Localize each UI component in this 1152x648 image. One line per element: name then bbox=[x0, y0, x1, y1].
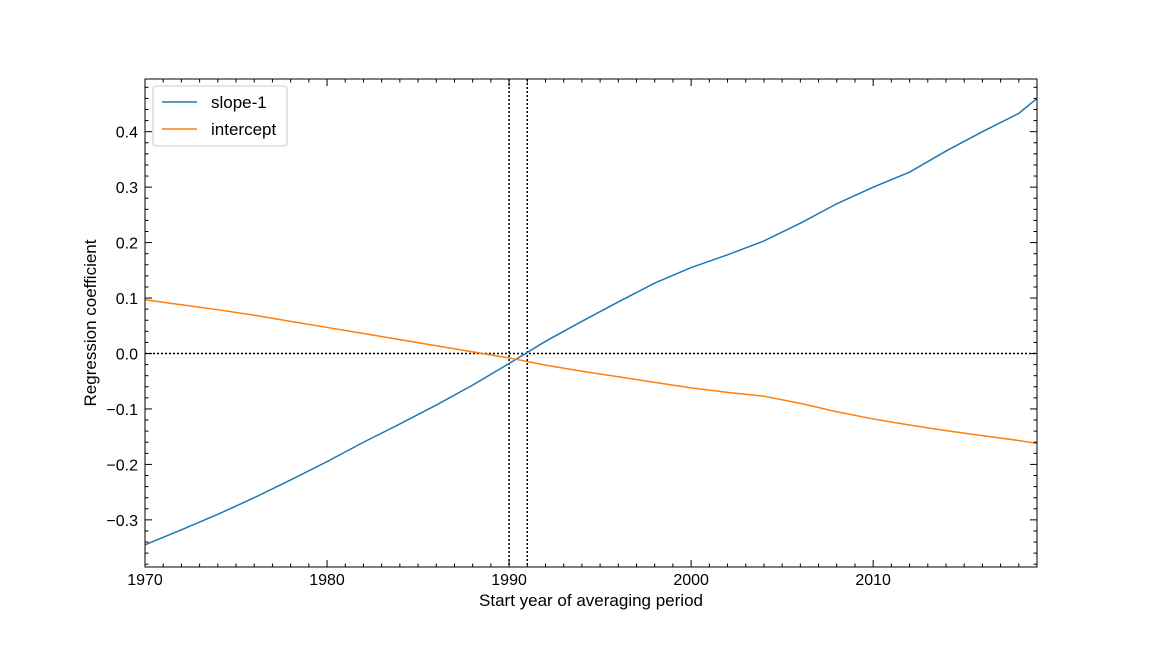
x-axis-label: Start year of averaging period bbox=[479, 591, 703, 610]
y-tick-label: 0.4 bbox=[116, 125, 138, 142]
y-tick-label: 0.0 bbox=[116, 347, 138, 364]
x-tick-label: 1980 bbox=[309, 572, 345, 589]
x-tick-label: 2010 bbox=[855, 572, 891, 589]
y-axis-label: Regression coefficient bbox=[81, 239, 100, 406]
y-tick-label: −0.3 bbox=[106, 513, 138, 530]
x-tick-label: 1970 bbox=[127, 572, 163, 589]
legend-box bbox=[152, 85, 288, 147]
legend-label-intercept: intercept bbox=[211, 120, 276, 139]
tick-labels: 1970 1980 1990 2000 2010 −0.3 −0.2 −0.1 0.0 0.1 0.… bbox=[106, 125, 891, 589]
series-group bbox=[144, 97, 1038, 546]
x-tick-label: 2000 bbox=[673, 572, 709, 589]
plot-frame bbox=[144, 78, 1038, 568]
legend: slope-1 intercept bbox=[152, 85, 288, 147]
y-tick-label: 0.2 bbox=[116, 236, 138, 253]
y-tick-label: −0.2 bbox=[106, 457, 138, 474]
series-line-intercept bbox=[144, 298, 1038, 445]
y-tick-label: −0.1 bbox=[106, 402, 138, 419]
y-tick-label: 0.1 bbox=[116, 291, 138, 308]
series-line-slope-1 bbox=[144, 97, 1038, 546]
legend-label-slope-1: slope-1 bbox=[211, 93, 267, 112]
x-tick-label: 1990 bbox=[491, 572, 527, 589]
y-tick-label: 0.3 bbox=[116, 180, 138, 197]
ticks bbox=[144, 79, 1038, 567]
reference-lines bbox=[145, 79, 1037, 567]
